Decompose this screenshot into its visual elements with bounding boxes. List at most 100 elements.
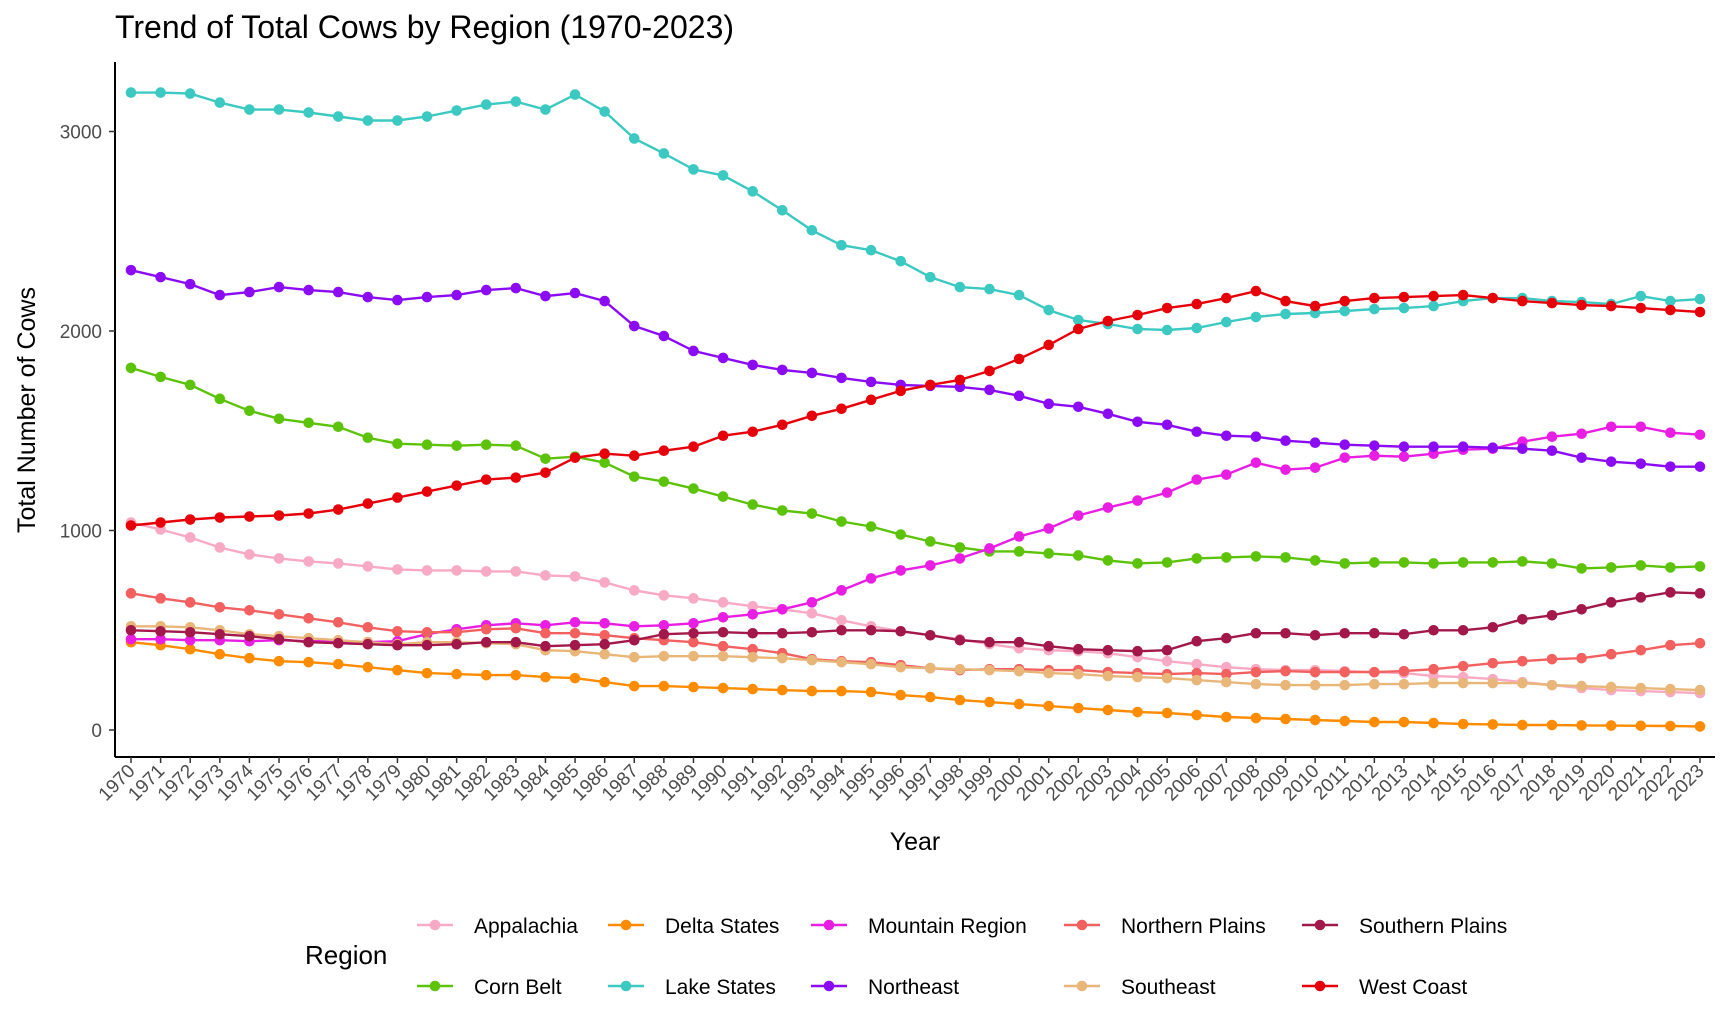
- data-point-mountain-region: [1694, 429, 1706, 441]
- series-southern-plains: [125, 587, 1706, 657]
- data-point-northern-plains: [1428, 663, 1439, 675]
- data-point-west-coast: [865, 394, 877, 406]
- data-point-southern-plains: [1043, 640, 1055, 652]
- data-point-southern-plains: [155, 625, 166, 637]
- data-point-southeast: [658, 650, 670, 662]
- legend-key-point: [620, 919, 632, 931]
- data-point-northeast: [244, 286, 255, 298]
- data-point-corn-belt: [1339, 558, 1351, 569]
- legend-item-mountain-region: Mountain Region: [811, 915, 1027, 938]
- data-point-northern-plains: [1280, 665, 1291, 677]
- data-point-northeast: [273, 281, 285, 293]
- data-point-lake-states: [303, 107, 314, 118]
- data-point-northern-plains: [1517, 655, 1528, 667]
- data-point-southern-plains: [895, 625, 906, 637]
- data-point-mountain-region: [599, 617, 610, 629]
- data-point-corn-belt: [540, 453, 551, 464]
- data-point-northern-plains: [244, 605, 255, 616]
- data-point-northern-plains: [1221, 668, 1232, 680]
- data-point-mountain-region: [776, 604, 788, 615]
- legend-label: Northern Plains: [1121, 915, 1266, 938]
- data-point-northern-plains: [688, 636, 699, 648]
- data-point-northeast: [332, 286, 344, 298]
- data-point-northeast: [184, 278, 196, 290]
- data-point-northeast: [1635, 458, 1647, 469]
- data-point-west-coast: [451, 480, 462, 491]
- data-point-southern-plains: [688, 627, 699, 639]
- data-point-delta-states: [540, 671, 551, 683]
- legend-key-point: [1314, 919, 1326, 931]
- data-point-mountain-region: [125, 633, 137, 645]
- data-point-northeast: [1309, 437, 1321, 449]
- legend-label: Southern Plains: [1359, 915, 1507, 938]
- data-point-mountain-region: [1605, 421, 1617, 433]
- data-point-southern-plains: [1161, 644, 1173, 656]
- legend-label: Southeast: [1121, 976, 1216, 999]
- data-point-northeast: [1161, 419, 1173, 431]
- data-point-mountain-region: [1309, 462, 1321, 473]
- data-point-corn-belt: [1161, 557, 1173, 568]
- data-point-southeast: [1665, 683, 1676, 695]
- data-point-delta-states: [688, 681, 699, 693]
- data-point-lake-states: [865, 244, 877, 256]
- data-point-southern-plains: [984, 636, 995, 648]
- data-point-southern-plains: [1605, 597, 1617, 608]
- data-point-corn-belt: [628, 471, 640, 482]
- data-point-southern-plains: [925, 629, 936, 641]
- legend-label: West Coast: [1359, 976, 1467, 999]
- data-point-mountain-region: [806, 597, 818, 608]
- data-point-northern-plains: [1250, 666, 1262, 678]
- data-point-mountain-region: [925, 560, 936, 571]
- data-point-delta-states: [1694, 721, 1706, 732]
- data-point-delta-states: [1132, 706, 1143, 718]
- data-point-northeast: [540, 290, 551, 302]
- data-point-corn-belt: [1369, 557, 1380, 568]
- data-point-delta-states: [1013, 698, 1025, 710]
- data-point-delta-states: [1635, 720, 1647, 732]
- data-point-lake-states: [362, 115, 374, 126]
- data-point-southeast: [1694, 684, 1706, 696]
- data-point-northeast: [1546, 445, 1558, 457]
- data-point-lake-states: [273, 104, 285, 115]
- data-point-lake-states: [1132, 323, 1143, 335]
- data-point-appalachia: [806, 607, 818, 619]
- data-point-appalachia: [658, 590, 670, 601]
- data-point-west-coast: [392, 492, 403, 503]
- data-point-southeast: [1605, 681, 1617, 693]
- data-point-mountain-region: [1280, 464, 1291, 475]
- data-point-mountain-region: [658, 619, 670, 631]
- data-point-northern-plains: [480, 623, 492, 635]
- data-point-corn-belt: [1250, 551, 1262, 562]
- data-point-delta-states: [1457, 718, 1469, 730]
- data-point-southeast: [1043, 667, 1055, 679]
- data-point-west-coast: [1457, 289, 1469, 301]
- data-point-mountain-region: [836, 585, 847, 596]
- data-point-corn-belt: [1073, 550, 1084, 561]
- data-point-lake-states: [214, 97, 226, 108]
- data-point-lake-states: [1161, 324, 1173, 336]
- data-point-southern-plains: [1102, 644, 1114, 656]
- data-point-west-coast: [1250, 285, 1262, 297]
- legend-item-west-coast: West Coast: [1302, 976, 1467, 999]
- data-point-mountain-region: [895, 565, 906, 576]
- data-point-southeast: [1161, 672, 1173, 684]
- data-point-southern-plains: [1487, 621, 1499, 633]
- data-point-northeast: [421, 291, 433, 303]
- data-point-delta-states: [451, 668, 462, 680]
- data-point-mountain-region: [688, 617, 699, 629]
- data-point-appalachia: [362, 561, 374, 572]
- data-point-west-coast: [747, 426, 758, 438]
- legend-label: Delta States: [665, 915, 779, 938]
- data-point-northern-plains: [1369, 666, 1380, 678]
- data-point-corn-belt: [451, 440, 462, 452]
- data-point-northeast: [984, 384, 995, 396]
- data-point-southern-plains: [1221, 632, 1232, 644]
- data-point-lake-states: [1339, 305, 1351, 317]
- data-point-northeast: [451, 289, 462, 301]
- data-point-delta-states: [954, 694, 966, 706]
- data-point-corn-belt: [155, 371, 166, 383]
- data-point-southern-plains: [1280, 627, 1291, 639]
- data-point-northeast: [510, 282, 522, 294]
- axes: [114, 62, 1715, 758]
- data-point-southeast: [1369, 678, 1380, 690]
